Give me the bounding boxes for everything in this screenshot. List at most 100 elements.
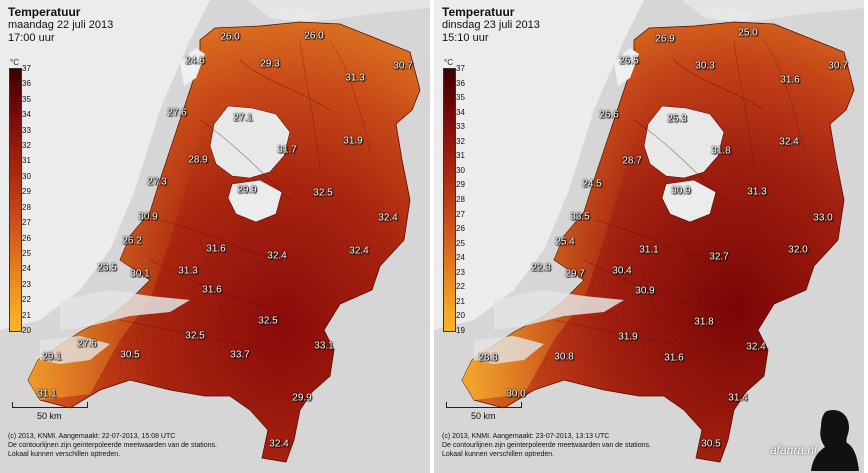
legend-tick-label: 31 [456,151,465,161]
station-temperature-label: 32.5 [185,330,205,342]
legend-tick-label: 24 [22,264,31,274]
station-temperature-label: 30.5 [701,438,721,450]
station-temperature-label: 32.4 [269,438,289,450]
legend-tick-label: 27 [22,218,31,228]
station-temperature-label: 31.7 [277,144,297,156]
legend-tick-label: 35 [22,94,31,104]
netherlands-map-right [434,0,864,473]
legend-tick-label: 30 [22,171,31,181]
credit-line: Lokaal kunnen verschillen optreden. [442,451,555,458]
panel-divider [430,0,434,473]
station-temperature-label: 25.0 [738,27,758,39]
legend-tick-label: 22 [22,295,31,305]
station-temperature-label: 29.7 [565,268,585,280]
legend-tick-label: 29 [456,180,465,190]
legend-tick-label: 24 [456,253,465,263]
legend-tick-label: 25 [456,238,465,248]
legend-tick-label: 22 [456,282,465,292]
map-date: maandag 22 juli 2013 [8,19,114,31]
credit-line: Lokaal kunnen verschillen optreden. [8,451,121,458]
station-temperature-label: 26.5 [619,55,639,67]
legend-tick-label: 32 [22,141,31,151]
station-temperature-label: 32.4 [267,250,287,262]
station-temperature-label: 33.1 [314,340,334,352]
map-title: Temperatuur [442,5,515,19]
credit-line: De contourlijnen zijn geinterpoleerde me… [8,442,217,449]
credit-text: (c) 2013, KNMI. Aangemaakt: 23-07-2013, … [442,432,651,459]
station-temperature-label: 32.0 [788,244,808,256]
map-time: 17:00 uur [8,32,55,44]
station-temperature-label: 32.7 [709,251,729,263]
station-temperature-label: 31.6 [780,74,800,86]
station-temperature-label: 33.5 [570,211,590,223]
station-temperature-label: 32.4 [349,245,369,257]
watermark-text: afanra.nl [770,443,817,457]
map-date: dinsdag 23 juli 2013 [442,19,540,31]
scale-bar [12,402,88,408]
map-title: Temperatuur [8,5,81,19]
scale-label: 50 km [37,411,62,421]
station-temperature-label: 30.9 [138,211,158,223]
station-temperature-label: 30.9 [635,285,655,297]
temperature-map-panel-right: Temperatuur dinsdag 23 juli 2013 15:10 u… [434,0,864,473]
station-temperature-label: 28.9 [188,154,208,166]
station-temperature-label: 31.6 [206,243,226,255]
legend-tick-label: 27 [456,209,465,219]
station-temperature-label: 30.7 [828,60,848,72]
station-temperature-label: 31.3 [345,72,365,84]
station-temperature-label: 31.9 [618,331,638,343]
station-temperature-label: 32.4 [779,136,799,148]
scale-bar [446,402,522,408]
map-time: 15:10 uur [442,32,489,44]
station-temperature-label: 27.6 [167,107,187,119]
legend-tick-label: 37 [22,64,31,73]
legend-tick-label: 28 [22,202,31,212]
station-temperature-label: 30.8 [554,351,574,363]
station-temperature-label: 28.7 [622,155,642,167]
scale-label: 50 km [471,411,496,421]
station-temperature-label: 26.2 [122,235,142,247]
legend-unit: °C [444,58,453,67]
legend-tick-label: 20 [22,326,31,335]
legend-tick-label: 19 [456,326,465,335]
station-temperature-label: 26.6 [599,109,619,121]
station-temperature-label: 32.5 [258,315,278,327]
legend-tick-label: 23 [456,267,465,277]
station-temperature-label: 27.3 [147,176,167,188]
station-temperature-label: 31.3 [747,186,767,198]
station-temperature-label: 32.4 [746,341,766,353]
credit-line: (c) 2013, KNMI. Aangemaakt: 23-07-2013, … [442,433,610,440]
legend-tick-label: 21 [22,310,31,320]
legend-tick-label: 30 [456,165,465,175]
station-temperature-label: 28.8 [478,352,498,364]
legend-tick-label: 33 [456,122,465,132]
color-legend [443,68,456,332]
station-temperature-label: 27.6 [77,338,97,350]
station-temperature-label: 32.5 [313,187,333,199]
station-temperature-label: 29.1 [42,351,62,363]
station-temperature-label: 24.6 [185,55,205,67]
station-temperature-label: 31.3 [178,265,198,277]
legend-tick-label: 26 [456,224,465,234]
legend-tick-label: 25 [22,248,31,258]
station-temperature-label: 31.8 [711,145,731,157]
map-header: Temperatuur maandag 22 juli 2013 17:00 u… [8,6,113,45]
netherlands-map-left [0,0,430,473]
legend-tick-label: 32 [456,136,465,146]
station-temperature-label: 30.0 [506,388,526,400]
station-temperature-label: 25.4 [555,236,575,248]
credit-line: (c) 2013, KNMI. Aangemaakt: 22-07-2013, … [8,433,176,440]
station-temperature-label: 31.1 [639,244,659,256]
station-temperature-label: 26.0 [220,31,240,43]
legend-tick-label: 33 [22,125,31,135]
station-temperature-label: 25.3 [667,113,687,125]
watermark-silhouette-icon [811,409,859,471]
station-temperature-label: 31.6 [664,352,684,364]
legend-tick-label: 36 [456,78,465,88]
station-temperature-label: 22.3 [531,262,551,274]
station-temperature-label: 29.9 [292,392,312,404]
station-temperature-label: 31.4 [728,392,748,404]
station-temperature-label: 31.9 [343,135,363,147]
station-temperature-label: 33.0 [813,212,833,224]
station-temperature-label: 30.9 [671,185,691,197]
